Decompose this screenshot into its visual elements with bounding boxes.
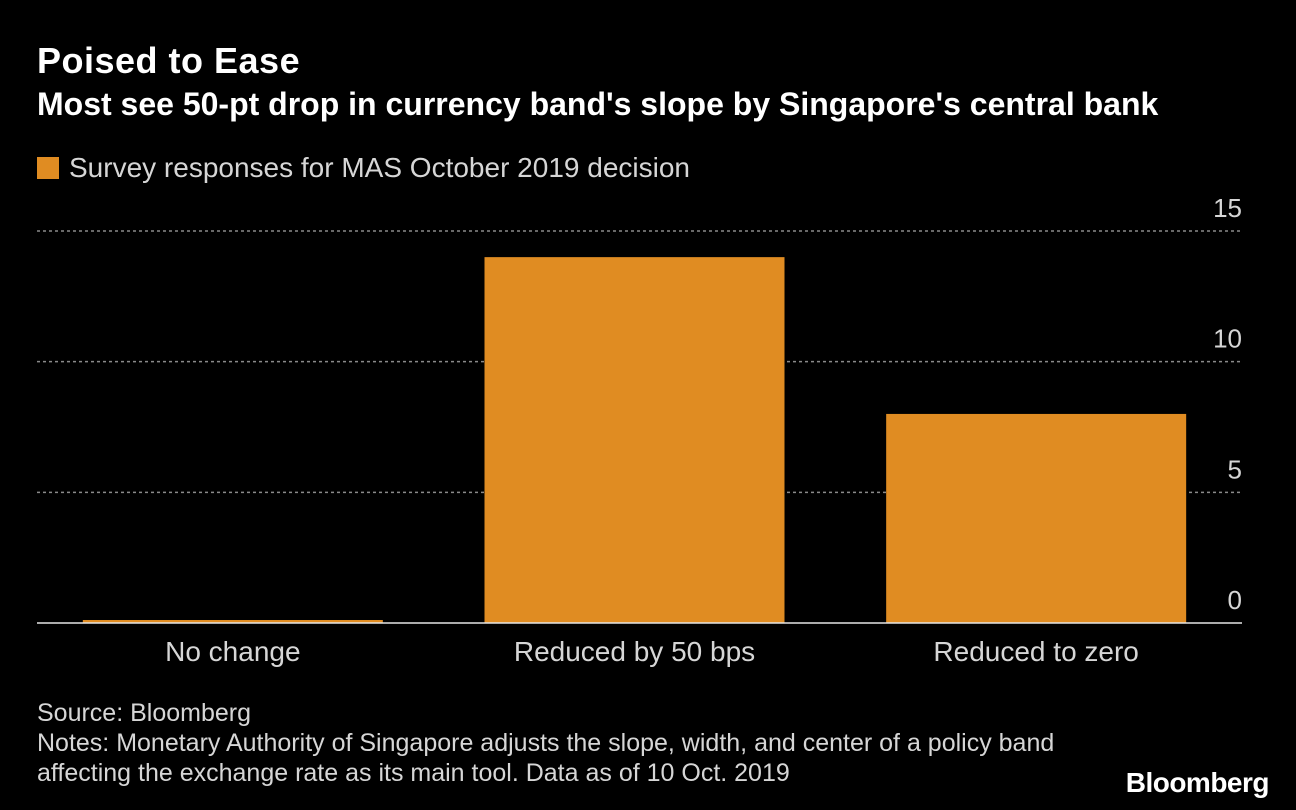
bar-chart: 0 5 10 15 No change Reduced by 50 bps Reduced …: [37, 193, 1242, 667]
x-tick-label: Reduced by 50 bps: [514, 636, 755, 667]
x-tick-label: Reduced to zero: [933, 636, 1138, 667]
legend: Survey responses for MAS October 2019 de…: [37, 152, 690, 184]
notes-text: Notes: Monetary Authority of Singapore a…: [37, 729, 1055, 787]
source-note: Source: Bloomberg: [37, 699, 252, 727]
chart-title: Poised to Ease: [37, 40, 301, 81]
y-tick-label: 5: [1228, 454, 1242, 484]
y-tick-label: 10: [1213, 324, 1242, 354]
x-tick-label: No change: [165, 636, 300, 667]
legend-swatch: [37, 157, 59, 179]
bar: [82, 620, 383, 623]
y-tick-label: 15: [1213, 193, 1242, 223]
y-tick-label: 0: [1228, 585, 1242, 615]
chart-subtitle: Most see 50-pt drop in currency band's s…: [37, 86, 1159, 122]
bloomberg-logo: Bloomberg: [1125, 767, 1270, 798]
bar: [484, 257, 785, 623]
bar: [886, 413, 1187, 623]
legend-label: Survey responses for MAS October 2019 de…: [69, 152, 690, 183]
